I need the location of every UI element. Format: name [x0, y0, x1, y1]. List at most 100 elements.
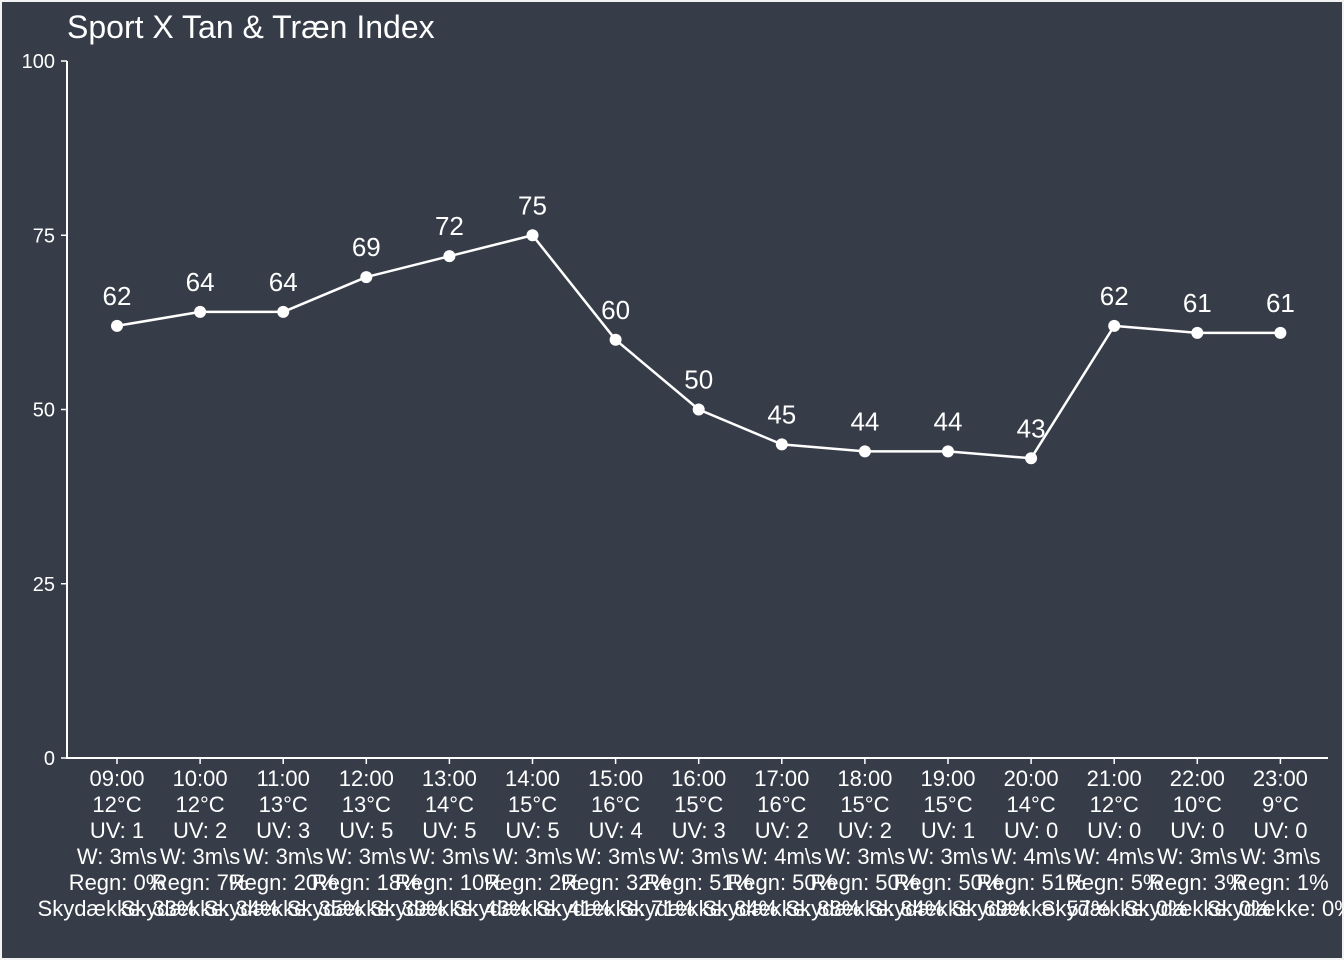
x-tick-label: 14°C	[425, 792, 474, 817]
x-tick-label: W: 3m\s	[409, 844, 489, 869]
data-label: 44	[850, 406, 879, 436]
y-tick-label: 25	[33, 574, 55, 596]
x-tick-label: UV: 3	[256, 818, 310, 843]
x-tick-label: Skydække: 84%	[785, 896, 944, 921]
y-tick-label: 100	[22, 51, 55, 73]
x-tick-label: Regn: 0%	[69, 870, 166, 895]
x-tick-label: UV: 2	[755, 818, 809, 843]
x-tick-label: W: 3m\s	[575, 844, 655, 869]
x-tick-label: Skydække: 84%	[619, 896, 778, 921]
data-point	[360, 271, 373, 284]
x-tick-label: 13:00	[422, 766, 477, 791]
data-point	[111, 319, 123, 332]
x-tick-label: Skydække: 0%	[1124, 896, 1271, 921]
x-tick-label: Regn: 1%	[1232, 870, 1329, 895]
x-tick-label: UV: 4	[588, 818, 642, 843]
y-tick-label: 0	[44, 748, 55, 770]
data-label: 50	[684, 365, 713, 395]
x-tick-label: 20:00	[1004, 766, 1059, 791]
x-tick-label: UV: 2	[173, 818, 227, 843]
x-tick-label: W: 4m\s	[991, 844, 1071, 869]
x-tick-label: W: 3m\s	[1157, 844, 1237, 869]
x-tick-label: UV: 1	[921, 818, 975, 843]
x-tick-label: UV: 0	[1253, 818, 1307, 843]
x-tick-label: Regn: 5%	[1066, 870, 1163, 895]
data-point	[1108, 319, 1121, 332]
x-tick-label: 22:00	[1170, 766, 1225, 791]
data-label: 61	[1266, 288, 1295, 318]
x-tick-label: 15°C	[674, 792, 723, 817]
y-tick-label: 75	[33, 225, 55, 247]
x-tick-label: 9°C	[1262, 792, 1299, 817]
data-point	[526, 229, 539, 242]
x-tick-label: UV: 5	[505, 818, 559, 843]
x-tick-label: W: 3m\s	[77, 844, 157, 869]
x-tick-label: 15°C	[840, 792, 889, 817]
x-tick-label: 09:00	[89, 766, 144, 791]
data-point	[1025, 452, 1038, 465]
x-tick-label: Regn: 32%	[561, 870, 670, 895]
x-tick-label: Skydække: 0%	[1041, 896, 1188, 921]
x-tick-label: Regn: 50%	[894, 870, 1003, 895]
data-point	[277, 305, 290, 318]
x-tick-label: Skydække: 35%	[204, 896, 363, 921]
x-tick-label: Regn: 50%	[727, 870, 836, 895]
x-tick-label: 17:00	[754, 766, 809, 791]
x-tick-label: Skydække: 43%	[370, 896, 529, 921]
x-tick-label: Skydække: 39%	[287, 896, 446, 921]
x-tick-label: Skydække: 34%	[121, 896, 280, 921]
x-tick-label: W: 3m\s	[326, 844, 406, 869]
x-tick-label: W: 3m\s	[908, 844, 988, 869]
series-group: 62 64 64 69 72 75 60 50 45 44 44 43 62 61 61	[103, 190, 1295, 465]
x-tick-label: Skydække: 33%	[38, 896, 197, 921]
x-tick-label: Skydække: 71%	[536, 896, 695, 921]
x-tick-label: Regn: 3%	[1149, 870, 1246, 895]
x-tick-label: Skydække: 0%	[1207, 896, 1344, 921]
data-label: 61	[1183, 288, 1212, 318]
x-tick-label: 10:00	[173, 766, 228, 791]
x-tick-label: W: 3m\s	[659, 844, 739, 869]
x-tick-label: Regn: 20%	[229, 870, 338, 895]
x-tick-label: 23:00	[1253, 766, 1308, 791]
x-tick-label: W: 4m\s	[1074, 844, 1154, 869]
y-tick-label: 50	[33, 400, 55, 422]
x-tick-label: Regn: 7%	[152, 870, 249, 895]
x-tick-label: 21:00	[1087, 766, 1142, 791]
x-tick-label: 12°C	[176, 792, 225, 817]
x-tick-label: W: 3m\s	[160, 844, 240, 869]
data-point	[1274, 326, 1287, 339]
data-point	[194, 305, 207, 318]
x-tick-label: W: 3m\s	[492, 844, 572, 869]
x-tick-label: W: 4m\s	[742, 844, 822, 869]
x-tick-label: UV: 3	[672, 818, 726, 843]
data-label: 62	[1100, 281, 1129, 311]
x-tick-label: Regn: 51%	[977, 870, 1086, 895]
x-tick-label: 15°C	[923, 792, 972, 817]
x-tick-label: 11:00	[256, 766, 309, 791]
x-tick-label: UV: 2	[838, 818, 892, 843]
x-tick-label: 16:00	[671, 766, 726, 791]
x-tick-label: Skydække: 41%	[453, 896, 612, 921]
x-tick-label: Skydække: 69%	[869, 896, 1028, 921]
x-tick-label: 16°C	[591, 792, 640, 817]
data-point	[443, 250, 456, 263]
data-label: 45	[767, 399, 796, 429]
x-tick-label: Regn: 50%	[810, 870, 919, 895]
x-tick-label: 13°C	[342, 792, 391, 817]
x-tick-label: Skydække: 88%	[702, 896, 861, 921]
x-tick-label: 16°C	[757, 792, 806, 817]
chart-title: Sport X Tan & Træn Index	[67, 9, 435, 45]
data-point	[942, 445, 954, 458]
data-label: 69	[352, 232, 381, 262]
x-tick-label: W: 3m\s	[243, 844, 323, 869]
x-tick-label: 10°C	[1173, 792, 1222, 817]
x-tick-label: 14:00	[505, 766, 560, 791]
data-point	[1191, 326, 1204, 339]
data-point	[858, 445, 871, 458]
x-tick-label: UV: 5	[422, 818, 476, 843]
x-tick-label: UV: 1	[90, 818, 144, 843]
data-label: 44	[934, 406, 963, 436]
